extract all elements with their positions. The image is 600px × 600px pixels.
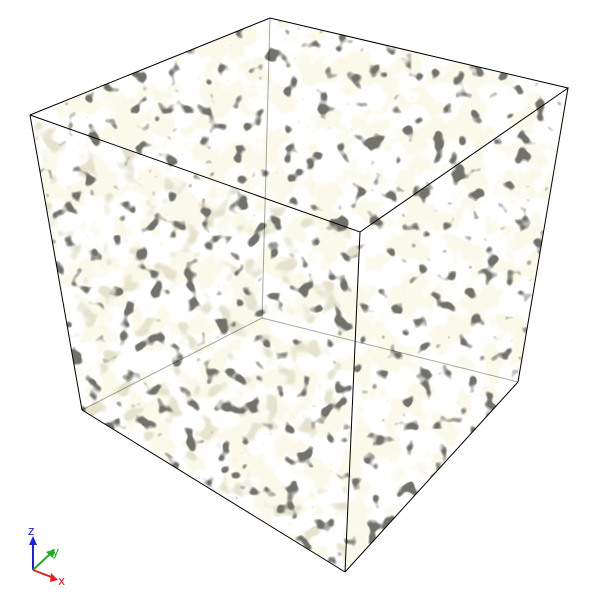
x-axis-arrow (50, 573, 58, 582)
y-axis-label: y (52, 545, 59, 559)
box-edge-right (517, 87, 569, 383)
y-axis-line (32, 553, 51, 571)
bounding-box (29, 17, 570, 573)
box-edge-front (344, 231, 361, 573)
top-face-pores (30, 18, 568, 232)
box-edge-left (29, 114, 83, 411)
porous-volume (30, 18, 568, 572)
box-edge-back-bottom-right (261, 317, 519, 383)
box-edge-bottom-left (81, 409, 346, 573)
x-axis-line (32, 569, 55, 579)
right-face-pores (345, 88, 568, 572)
box-edge-back-hidden (261, 17, 271, 319)
box-edge-bottom-right (344, 381, 519, 573)
x-axis-label: x (58, 574, 65, 588)
axis-triad: z y x (28, 524, 65, 588)
z-axis-arrow (29, 536, 37, 545)
box-edge-back-bottom-left (81, 317, 263, 411)
y-axis-arrow (46, 549, 55, 558)
z-axis-label: z (28, 524, 34, 538)
left-face-pores (30, 115, 360, 572)
